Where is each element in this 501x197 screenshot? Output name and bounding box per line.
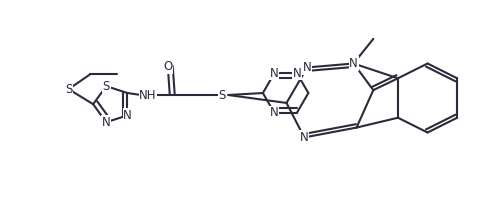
Text: NH: NH [139, 88, 157, 101]
Text: N: N [300, 131, 309, 144]
Text: N: N [123, 109, 132, 122]
Text: S: S [65, 83, 72, 96]
Text: N: N [102, 116, 111, 129]
Text: S: S [103, 80, 110, 93]
Text: N: N [293, 67, 302, 80]
Text: O: O [163, 60, 172, 73]
Text: N: N [270, 106, 279, 119]
Text: S: S [218, 88, 226, 101]
Text: N: N [303, 61, 312, 74]
Text: N: N [270, 67, 279, 80]
Text: N: N [349, 57, 358, 70]
